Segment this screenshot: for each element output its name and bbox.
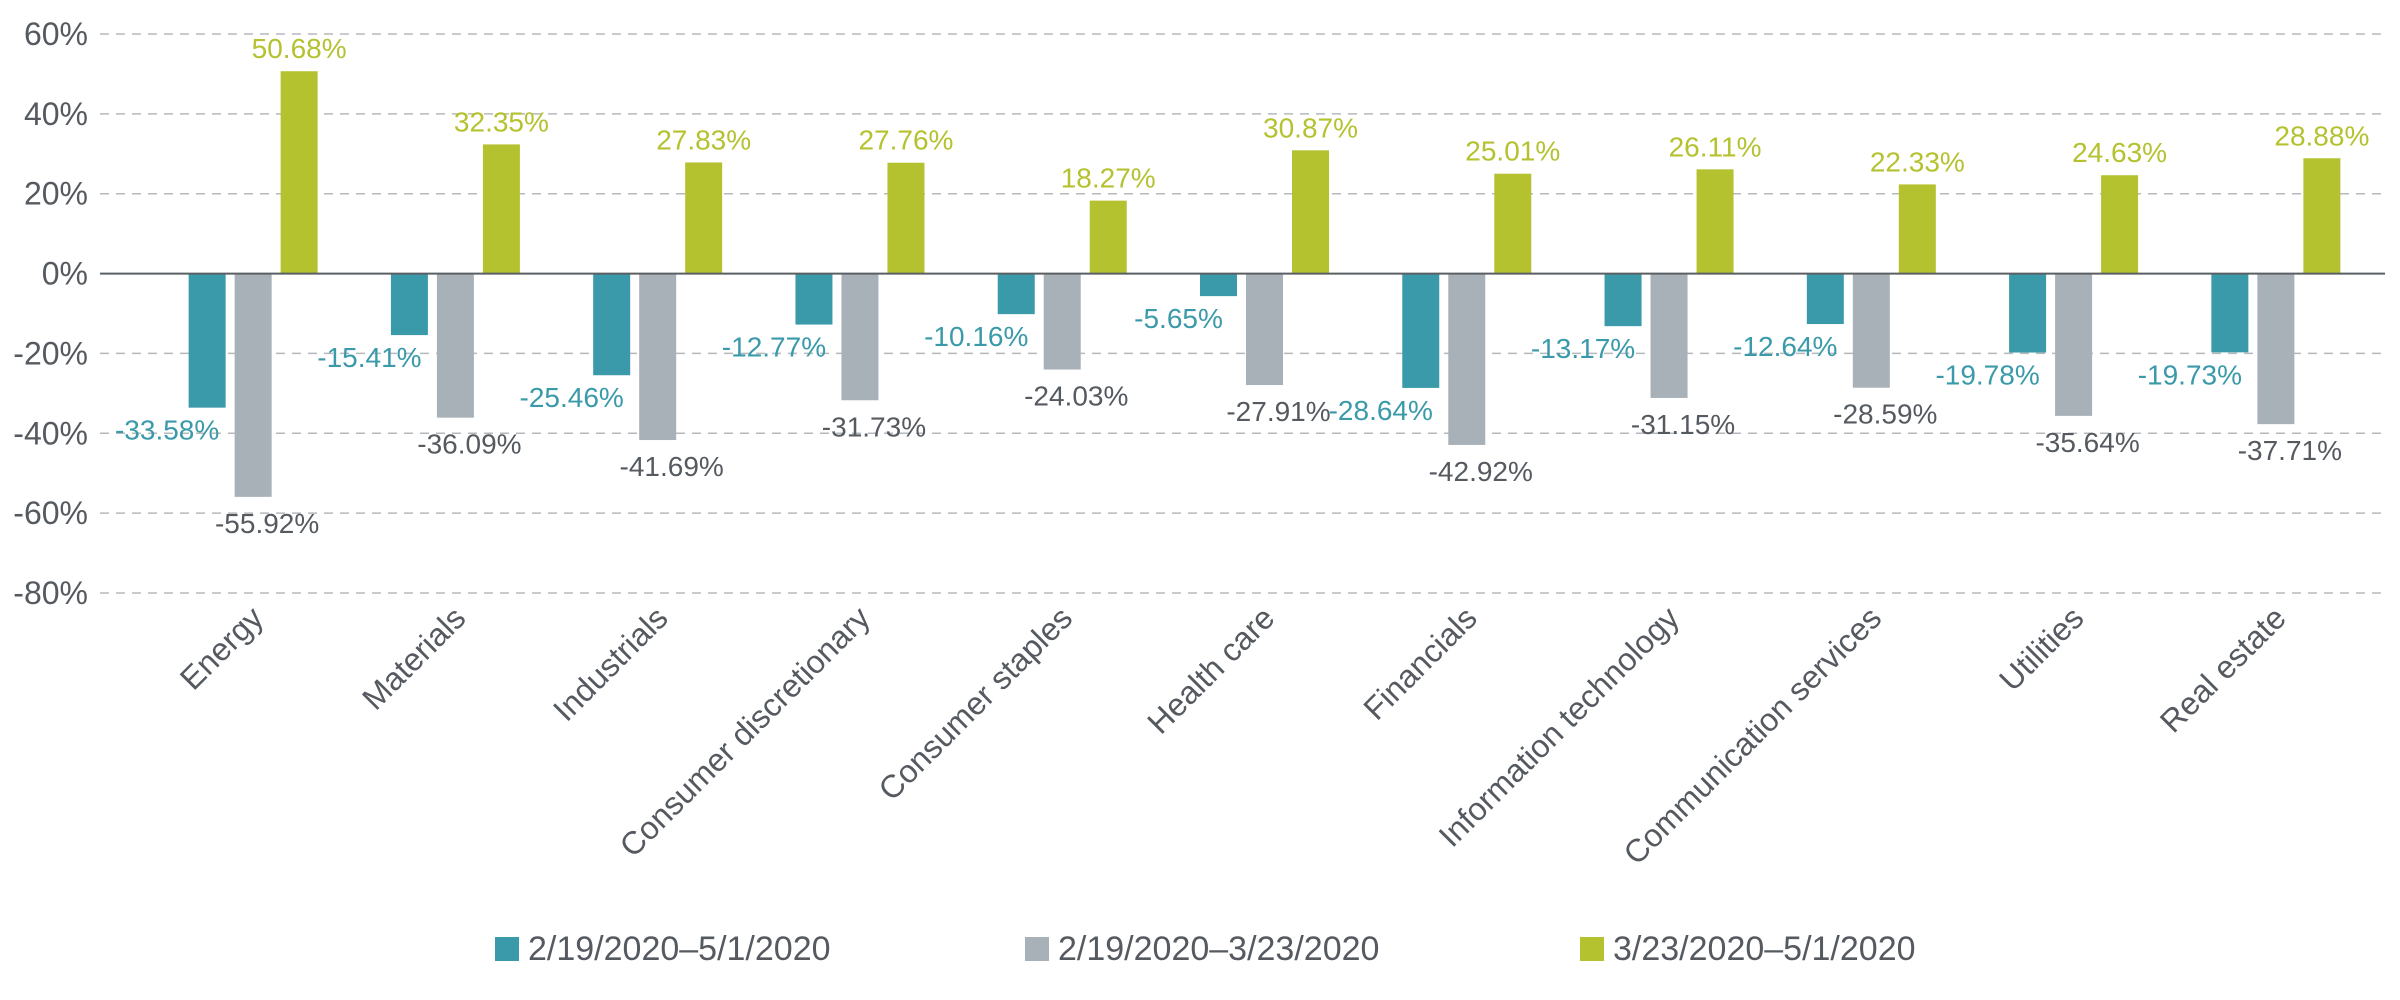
bar: [593, 273, 631, 376]
data-label: 28.88%: [2274, 120, 2369, 151]
bar: [188, 273, 226, 408]
bar: [2303, 158, 2341, 274]
bar: [795, 273, 833, 325]
bar: [2055, 273, 2093, 416]
bar: [2101, 175, 2139, 274]
data-label: -42.92%: [1429, 456, 1533, 487]
bar: [841, 273, 879, 401]
legend: 2/19/2020–5/1/2020 2/19/2020–3/23/2020 3/2…: [495, 930, 1916, 968]
category-label: Industrials: [546, 599, 675, 728]
category-label: Health care: [1140, 599, 1281, 740]
y-tick-label: 0%: [42, 256, 88, 292]
data-label: -36.09%: [417, 429, 521, 460]
bar: [1292, 150, 1329, 274]
legend-swatch: [1025, 937, 1049, 961]
legend-label: 2/19/2020–3/23/2020: [1058, 930, 1379, 968]
data-label: -24.03%: [1024, 381, 1128, 412]
data-label: -28.59%: [1833, 399, 1937, 430]
legend-label: 3/23/2020–5/1/2020: [1613, 930, 1916, 968]
category-label: Real estate: [2153, 599, 2293, 739]
data-label: -55.92%: [215, 508, 319, 539]
y-tick-label: -80%: [13, 575, 88, 611]
data-label: -27.91%: [1226, 396, 1330, 427]
data-label: 25.01%: [1465, 136, 1560, 167]
bar: [234, 273, 272, 497]
bar: [482, 144, 520, 274]
data-label: -19.78%: [1935, 360, 2039, 391]
y-tick-label: -40%: [13, 415, 88, 451]
data-label: -41.69%: [620, 451, 724, 482]
category-label: Materials: [355, 599, 472, 716]
bar: [280, 71, 318, 274]
y-tick-label: 20%: [24, 176, 88, 212]
data-label: -12.77%: [722, 332, 826, 363]
bar: [1494, 173, 1532, 274]
data-label: 18.27%: [1061, 163, 1156, 194]
data-label: -10.16%: [924, 321, 1028, 352]
bar: [2211, 273, 2249, 353]
data-label: -35.64%: [2035, 427, 2139, 458]
y-tick-label: -60%: [13, 495, 88, 531]
bar: [1650, 273, 1688, 398]
bar: [436, 273, 474, 418]
bar: [685, 162, 723, 274]
data-labels: -33.58% -55.92% 50.68% -15.41% -36.09% 32.35%…: [115, 33, 2369, 539]
data-label: -15.41%: [317, 342, 421, 373]
data-label: 50.68%: [252, 33, 347, 64]
grid-lines: [100, 33, 2385, 594]
y-axis-tick-labels: 60% 40% 20% 0% -20% -40% -60% -80%: [13, 16, 88, 611]
data-label: -12.64%: [1733, 331, 1837, 362]
bar: [1043, 273, 1081, 370]
bar: [1246, 273, 1283, 386]
bar: [1898, 184, 1936, 274]
y-tick-label: -20%: [13, 335, 88, 371]
bar: [1402, 273, 1440, 388]
bar: [1806, 273, 1844, 325]
data-label: -25.46%: [520, 382, 624, 413]
data-label: 22.33%: [1870, 146, 1965, 177]
bar: [1604, 273, 1642, 327]
y-tick-label: 40%: [24, 96, 88, 132]
data-label: 27.76%: [858, 125, 953, 156]
data-label: -5.65%: [1134, 303, 1223, 334]
bar: [997, 273, 1035, 315]
bar: [1696, 169, 1734, 274]
data-label: -31.73%: [822, 411, 926, 442]
category-label: Financials: [1356, 599, 1483, 726]
data-label: -19.73%: [2138, 359, 2242, 390]
y-tick-label: 60%: [24, 16, 88, 52]
bar: [2257, 273, 2295, 425]
legend-label: 2/19/2020–5/1/2020: [528, 930, 831, 968]
category-label: Utilities: [1992, 599, 2090, 697]
bar: [887, 162, 925, 274]
legend-swatch: [495, 937, 519, 961]
category-label: Energy: [173, 599, 270, 696]
data-label: 30.87%: [1263, 112, 1358, 143]
data-label: 32.35%: [454, 106, 549, 137]
data-label: -31.15%: [1631, 409, 1735, 440]
data-label: 24.63%: [2072, 137, 2167, 168]
data-label: -37.71%: [2238, 435, 2342, 466]
bar: [1448, 273, 1486, 445]
data-label: 27.83%: [656, 124, 751, 155]
bar: [390, 273, 428, 336]
category-label: Consumer staples: [871, 599, 1079, 807]
data-label: -28.64%: [1329, 395, 1433, 426]
data-label: 26.11%: [1669, 131, 1762, 162]
bar: [2009, 273, 2047, 353]
bar: [1089, 200, 1127, 274]
data-label: -13.17%: [1531, 333, 1635, 364]
bar: [1200, 273, 1237, 297]
data-label: -33.58%: [115, 415, 219, 446]
bar: [639, 273, 677, 441]
bar: [1852, 273, 1890, 388]
bars: [188, 71, 2341, 497]
legend-swatch: [1580, 937, 1604, 961]
